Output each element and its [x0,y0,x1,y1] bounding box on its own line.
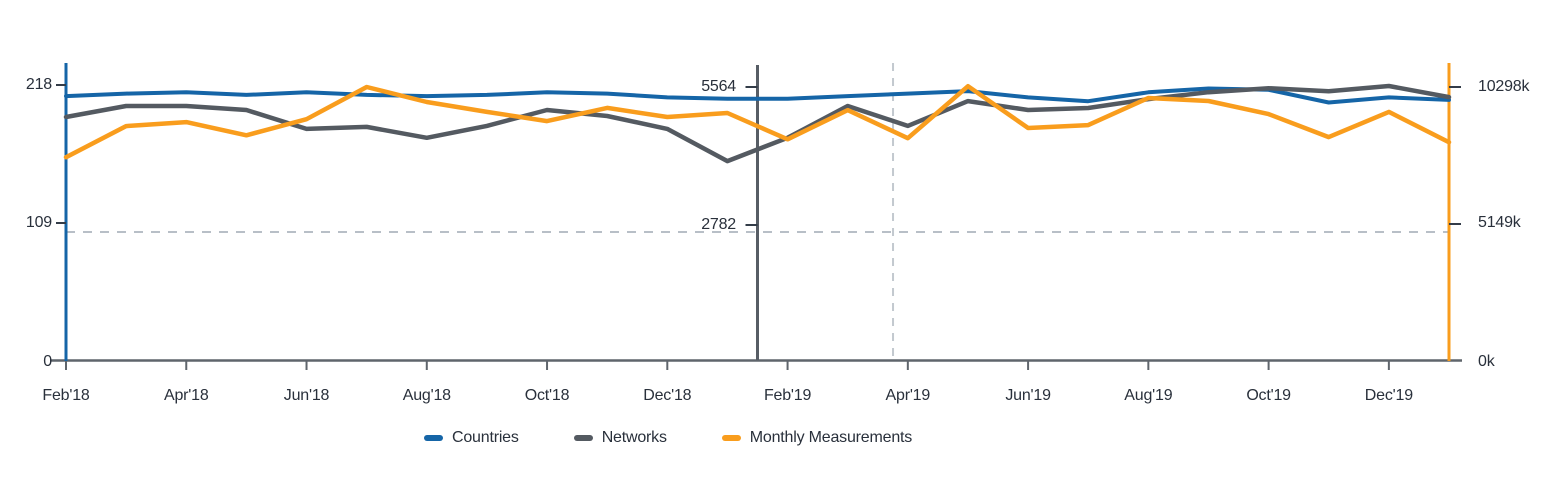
y-axis-tick-label-right-max: 10298k [1478,78,1530,95]
x-axis-label: Apr'19 [885,387,931,404]
legend-label: Monthly Measurements [749,429,913,446]
x-axis-label: Aug'19 [1124,387,1173,404]
monthly-measurements-legend-marker-icon [721,435,741,441]
series-line-countries [64,86,1451,105]
x-axis-label: Oct'19 [1246,387,1291,404]
legend: Countries Networks Monthly Measurements [424,428,912,448]
y-axis-tick-label-right-mid: 5149k [1478,214,1521,231]
x-axis-label: Jun'18 [283,387,330,404]
x-axis-label: Dec'19 [1364,387,1413,404]
y-axis-tick-label-left-max: 218 [25,76,52,93]
x-axis-label: Apr'18 [163,387,209,404]
x-axis-label: Oct'18 [524,387,570,404]
legend-item-networks[interactable]: Networks [573,428,667,448]
y-axis-tick-label-left-mid: 109 [25,214,52,231]
legend-label: Countries [452,429,519,446]
y-axis-tick-label-left-zero: 0 [43,353,52,370]
x-axis-label: Feb'18 [42,387,90,404]
x-axis-label: Feb'19 [763,387,812,404]
x-axis-label: Dec'18 [643,387,692,404]
legend-item-monthly-measurements[interactable]: Monthly Measurements [721,428,913,448]
networks-legend-marker-icon [573,435,593,441]
y-axis-tick-label-middle-max: 5564 [701,78,736,95]
series-line-monthly-measurements [63,83,1452,160]
countries-legend-marker-icon [424,435,443,441]
x-axis-label: Aug'18 [402,387,451,404]
legend-label: Networks [601,429,667,446]
y-axis-tick-label-middle-mid: 2782 [701,216,736,233]
y-axis-tick-label-right-zero: 0k [1478,353,1495,370]
x-axis-label: Jun'19 [1005,387,1051,404]
series-line-networks [63,83,1452,164]
legend-item-countries[interactable]: Countries [424,428,519,448]
